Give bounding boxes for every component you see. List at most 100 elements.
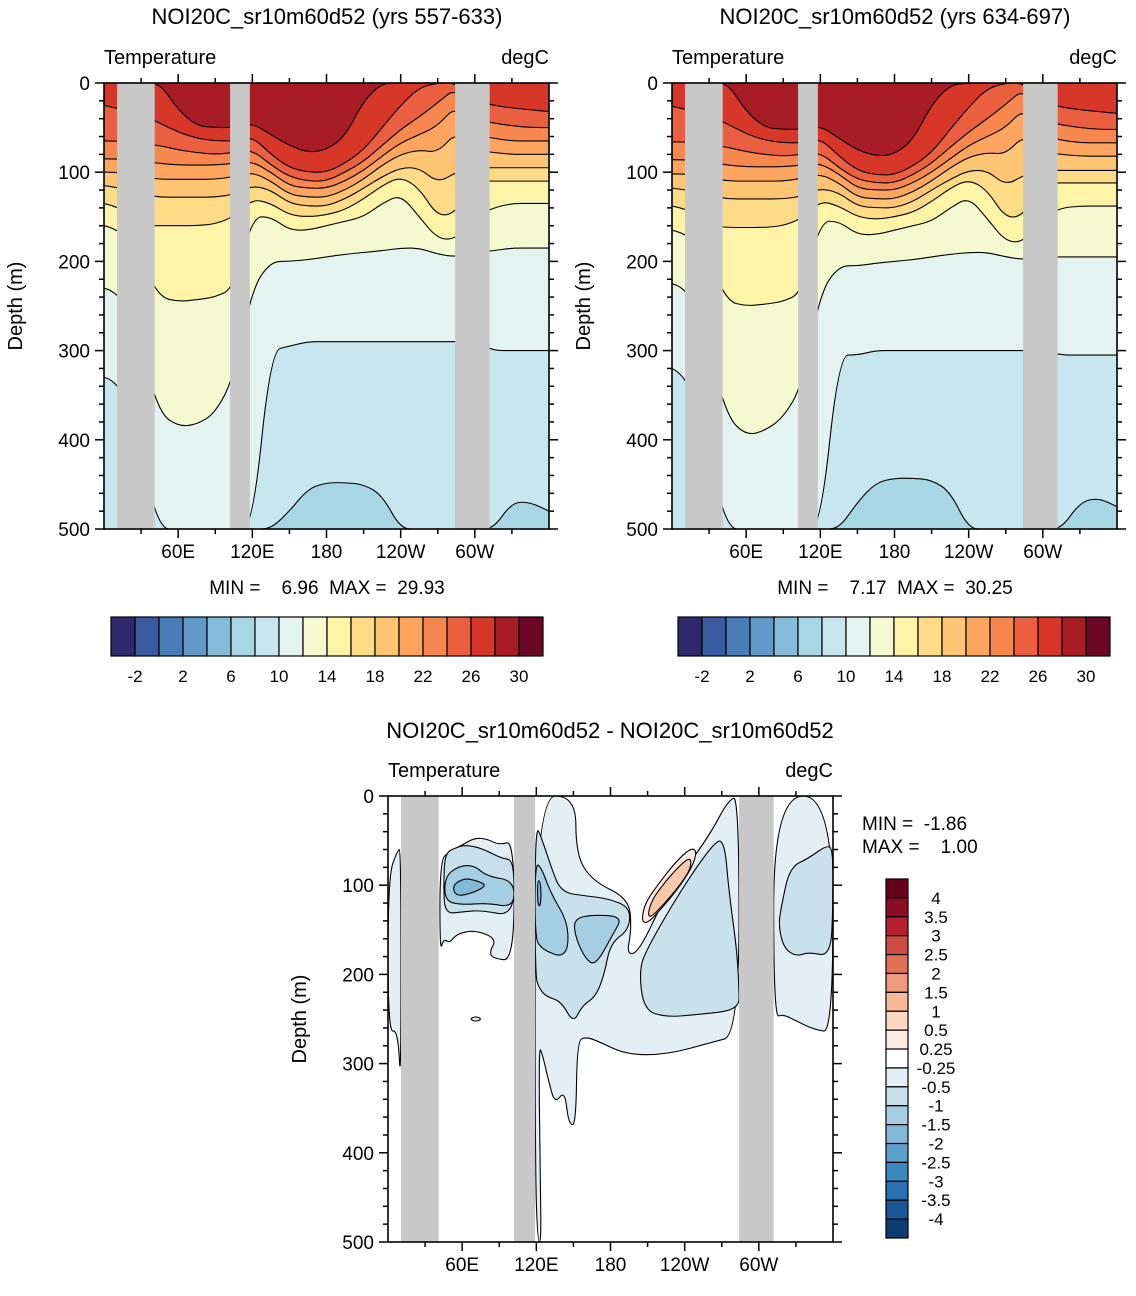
colorbar-label: 2 — [745, 667, 754, 686]
y-tick-label: 0 — [79, 74, 90, 95]
contour-plot: 60E 120E 180 120W 60W 0 100 200 300 400 500 — [58, 74, 558, 563]
colorbar-box — [885, 897, 909, 918]
contour-region — [453, 878, 485, 896]
land-mask — [116, 83, 155, 529]
colorbar-label: 10 — [270, 667, 289, 686]
colorbar-box — [206, 616, 232, 657]
x-tick-label: 180 — [311, 542, 343, 563]
colorbar-box — [158, 616, 184, 657]
colorbar-box — [302, 616, 328, 657]
colorbar: 43.532.521.510.50.25-0.25-0.5-1-1.5-2-2.… — [885, 878, 956, 1239]
units-label: degC — [1069, 47, 1117, 69]
colorbar-label: 18 — [933, 667, 952, 686]
contour-region — [573, 914, 620, 964]
colorbar-label: 22 — [414, 667, 433, 686]
isotherm-28-line — [104, 83, 549, 153]
variable-label: Temperature — [672, 47, 784, 69]
colorbar-label: 2 — [931, 964, 940, 983]
colorbar-box — [134, 616, 160, 657]
colorbar-box — [350, 616, 376, 657]
colorbar-label: -0.25 — [917, 1059, 956, 1078]
colorbar-box — [326, 616, 352, 657]
land-mask — [1023, 83, 1058, 529]
contour-plot: 60E 120E 180 120W 60W 0 100 200 300 400 500 — [626, 74, 1126, 563]
y-tick-label: 500 — [342, 1233, 374, 1254]
colorbar-box — [701, 616, 727, 657]
x-tick-label: 60W — [1023, 542, 1062, 563]
colorbar-box — [278, 616, 304, 657]
colorbar-box — [230, 616, 256, 657]
variable-label: Temperature — [388, 760, 500, 782]
contour-fills — [104, 83, 549, 529]
max-label: MAX = 1.00 — [862, 837, 978, 858]
colorbar-box — [374, 616, 400, 657]
y-tick-label: 400 — [626, 431, 658, 452]
colorbar-box — [885, 1048, 909, 1069]
land-mask — [400, 796, 439, 1242]
units-label: degC — [785, 760, 833, 782]
colorbar-box — [885, 1010, 909, 1031]
contour-region — [388, 848, 402, 1067]
x-tick-label: 120W — [660, 1255, 710, 1276]
panel-difference: NOI20C_sr10m60d52 - NOI20C_sr10m60d52 Te… — [289, 718, 978, 1276]
contour-fills — [672, 83, 1117, 529]
colorbar-box — [398, 616, 424, 657]
colorbar-box — [885, 1180, 909, 1201]
colorbar-label: -2 — [127, 667, 142, 686]
colorbar-label: 26 — [1029, 667, 1048, 686]
y-tick-label: 100 — [58, 163, 90, 184]
colorbar-box — [885, 1142, 909, 1164]
contour-region — [639, 840, 740, 1017]
y-tick-label: 200 — [626, 252, 658, 273]
colorbar-box — [254, 616, 280, 657]
min-max-stats: MIN = 6.96 MAX = 29.93 — [209, 578, 445, 599]
colorbar-label: -1.5 — [921, 1116, 950, 1135]
isotherm-8-line — [104, 482, 549, 529]
colorbar-label: 30 — [510, 667, 529, 686]
y-axis-label: Depth (m) — [573, 262, 595, 351]
colorbar-label: -4 — [928, 1210, 943, 1229]
contour-fill-28 — [104, 83, 549, 152]
min-label: MIN = -1.86 — [862, 814, 967, 835]
colorbar-box — [941, 616, 967, 657]
colorbar-box — [1085, 616, 1111, 657]
colorbar-box — [885, 1218, 909, 1239]
colorbar-box — [1061, 616, 1087, 657]
colorbar-box — [885, 1199, 909, 1220]
colorbar-label: -3.5 — [921, 1191, 950, 1210]
colorbar-box — [677, 616, 703, 657]
colorbar-box — [885, 1029, 909, 1050]
colorbar-box — [845, 616, 871, 657]
colorbar-box — [869, 616, 895, 657]
y-tick-label: 500 — [626, 520, 658, 541]
colorbar: -2 2 6 10 14 18 22 26 30 — [677, 616, 1111, 686]
colorbar-box — [885, 878, 909, 899]
x-tick-label: 60E — [729, 542, 763, 563]
contour-region — [470, 1016, 481, 1022]
isotherm-28-line — [672, 83, 1117, 156]
colorbar-label: 22 — [981, 667, 1000, 686]
colorbar-label: 3 — [931, 927, 940, 946]
y-tick-label: 100 — [342, 876, 374, 897]
colorbar-box — [494, 616, 520, 657]
y-tick-label: 0 — [647, 74, 658, 95]
colorbar-label: -0.5 — [921, 1078, 950, 1097]
contour-region — [648, 858, 692, 917]
x-tick-label: 120W — [944, 542, 994, 563]
x-tick-label: 180 — [879, 542, 911, 563]
y-axis-label: Depth (m) — [5, 262, 27, 351]
colorbar-box — [885, 1105, 909, 1126]
colorbar-label: 6 — [226, 667, 235, 686]
colorbar-label: 10 — [837, 667, 856, 686]
panel-title: NOI20C_sr10m60d52 (yrs 634-697) — [720, 4, 1071, 29]
land-mask — [455, 83, 490, 529]
contour-fills — [388, 796, 833, 1242]
x-tick-label: 60W — [455, 542, 494, 563]
colorbar-label: 4 — [931, 889, 940, 908]
y-axis-label: Depth (m) — [289, 975, 311, 1064]
colorbar-label: 1 — [931, 1002, 940, 1021]
land-mask — [684, 83, 723, 529]
x-tick-label: 120W — [376, 542, 426, 563]
units-label: degC — [501, 47, 549, 69]
colorbar-label: -3 — [928, 1172, 943, 1191]
